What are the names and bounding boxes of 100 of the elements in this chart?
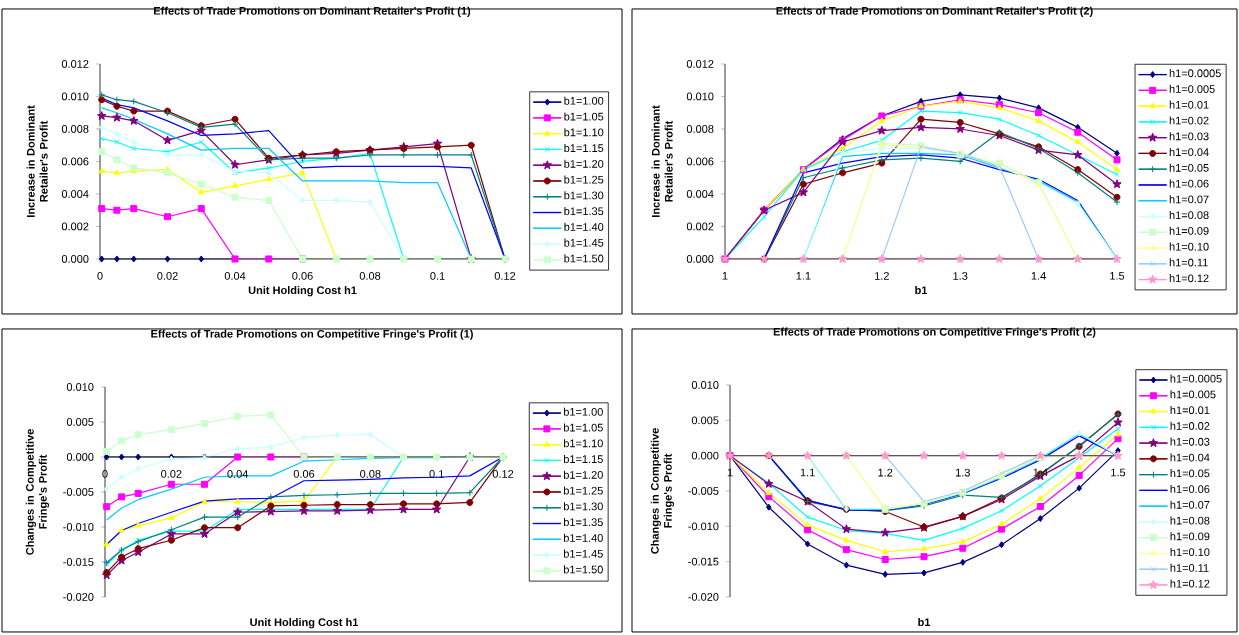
x-tick-label: 1.3 xyxy=(955,468,970,477)
legend-label: h1=0.06 xyxy=(1169,179,1209,188)
legend-label: h1=0.04 xyxy=(1169,147,1209,156)
x-tick-label: 0.06 xyxy=(292,272,313,280)
x-tick-label: 0.12 xyxy=(494,272,516,280)
legend-label: b1=1.15 xyxy=(564,143,604,153)
x-axis-title: b1 xyxy=(918,618,931,627)
y-tick-label: -0.020 xyxy=(63,593,94,601)
y-tick-label: 0.010 xyxy=(61,92,89,101)
y-tick-label: 0.012 xyxy=(686,60,714,68)
legend-label: h1=0.07 xyxy=(1169,195,1209,204)
legend-label: h1=0.04 xyxy=(1170,453,1210,462)
chart-title: Effects of Trade Promotions on Competitive Fringe's Profit (2) xyxy=(773,327,1096,338)
legend-label: h1=0.02 xyxy=(1170,421,1210,430)
y-tick-label: 0.008 xyxy=(61,125,89,133)
y-tick-label: 0.005 xyxy=(66,418,94,426)
y-tick-label: -0.015 xyxy=(688,557,719,566)
legend-label: h1=0.12 xyxy=(1170,579,1210,588)
y-tick-label: 0.010 xyxy=(691,381,719,389)
y-tick-label: 0.006 xyxy=(61,157,89,166)
x-tick-label: 0 xyxy=(97,272,103,280)
y-tick-label: 0.010 xyxy=(686,92,714,101)
legend-label: h1=0.11 xyxy=(1170,563,1209,572)
y-axis-title: Increase in Dominant Retailer's Profit xyxy=(651,105,673,217)
y-tick-label: -0.010 xyxy=(688,522,719,531)
legend-label: b1=1.45 xyxy=(564,238,604,247)
legend-label: b1=1.35 xyxy=(564,207,604,216)
legend-label: b1=1.40 xyxy=(564,222,604,231)
legend-label: b1=1.05 xyxy=(564,112,604,121)
legend-label: h1=0.005 xyxy=(1170,390,1216,399)
x-tick-label: 1.1 xyxy=(800,468,815,477)
x-tick-label: 1 xyxy=(727,468,733,477)
legend-label: h1=0.03 xyxy=(1169,132,1209,141)
x-tick-label: 0 xyxy=(102,470,108,478)
legend-label: h1=0.005 xyxy=(1169,84,1215,93)
y-axis-title: Changes in Competitive Fringe's Profit xyxy=(25,429,50,555)
x-tick-label: 0.06 xyxy=(293,470,315,478)
x-tick-label: 0.08 xyxy=(359,272,381,280)
x-tick-label: 0.02 xyxy=(161,470,182,478)
y-tick-label: -0.020 xyxy=(688,593,719,601)
y-tick-label: -0.005 xyxy=(688,487,719,495)
legend-label: b1=1.30 xyxy=(564,191,604,200)
y-tick-label: 0.002 xyxy=(61,222,89,231)
y-axis-title: Changes in Competitive Fringe's Profit xyxy=(650,428,674,554)
legend-label: h1=0.08 xyxy=(1170,516,1210,525)
legend-label: b1=1.00 xyxy=(564,96,604,105)
y-tick-label: 0.010 xyxy=(66,383,94,391)
legend-label: h1=0.12 xyxy=(1169,274,1209,283)
x-tick-label: 0.1 xyxy=(430,272,445,280)
x-tick-label: 1 xyxy=(722,272,728,280)
chart-title: Effects of Trade Promotions on Competitive Fringe's Profit (1) xyxy=(151,329,473,340)
y-tick-label: 0.005 xyxy=(691,416,719,425)
x-tick-label: 1.5 xyxy=(1111,468,1126,477)
y-tick-label: 0.000 xyxy=(66,453,94,461)
legend-label: h1=0.01 xyxy=(1169,100,1209,109)
legend-label: h1=0.11 xyxy=(1169,258,1208,267)
y-tick-label: -0.015 xyxy=(63,558,94,566)
legend-label: b1=1.40 xyxy=(563,533,603,542)
chart-title: Effects of Trade Promotions on Dominant Retailer's Profit (2) xyxy=(776,6,1093,17)
y-tick-label: 0.012 xyxy=(61,60,89,68)
x-tick-label: 1.2 xyxy=(878,468,893,477)
x-tick-label: 1.3 xyxy=(953,272,968,280)
legend-label: b1=1.50 xyxy=(564,254,604,263)
legend-label: b1=1.35 xyxy=(563,518,603,527)
legend-label: h1=0.05 xyxy=(1170,469,1210,478)
legend-label: b1=1.10 xyxy=(564,128,604,137)
y-tick-label: 0.000 xyxy=(61,255,89,263)
y-axis-title: Increase in Dominant Retailer's Profit xyxy=(26,105,48,217)
x-tick-label: 1.4 xyxy=(1031,272,1046,280)
legend-label: h1=0.09 xyxy=(1169,226,1209,235)
legend-label: h1=0.10 xyxy=(1169,242,1209,251)
legend-label: b1=1.25 xyxy=(563,486,603,495)
legend-label: h1=0.05 xyxy=(1169,163,1209,172)
legend-label: b1=1.15 xyxy=(563,454,603,464)
y-tick-label: 0.006 xyxy=(686,157,714,166)
legend-label: b1=1.10 xyxy=(563,439,603,448)
x-tick-label: 1.1 xyxy=(796,272,811,280)
x-tick-label: 0.12 xyxy=(492,470,514,478)
legend-label: b1=1.00 xyxy=(563,407,603,416)
x-tick-label: 0.02 xyxy=(157,272,178,280)
x-tick-label: 0.04 xyxy=(224,272,246,280)
y-tick-label: 0.000 xyxy=(686,255,714,263)
legend-label: h1=0.0005 xyxy=(1170,374,1222,383)
y-tick-label: -0.010 xyxy=(63,523,94,531)
y-tick-label: 0.002 xyxy=(686,222,714,231)
legend-label: b1=1.30 xyxy=(563,502,603,511)
legend-label: b1=1.20 xyxy=(564,159,604,168)
legend-label: b1=1.50 xyxy=(563,565,603,574)
x-axis-title: Unit Holding Cost h1 xyxy=(250,618,359,629)
x-axis-title: b1 xyxy=(915,286,928,295)
legend-label: h1=0.01 xyxy=(1170,406,1210,415)
y-tick-label: 0.004 xyxy=(686,190,714,198)
legend-label: b1=1.20 xyxy=(563,470,603,479)
legend-label: h1=0.06 xyxy=(1170,484,1210,493)
legend-label: h1=0.07 xyxy=(1170,500,1210,509)
x-tick-label: 0.1 xyxy=(429,470,444,478)
legend-label: h1=0.02 xyxy=(1169,116,1209,125)
legend-label: b1=1.25 xyxy=(564,175,604,184)
y-tick-label: -0.005 xyxy=(63,488,94,496)
legend-label: h1=0.09 xyxy=(1170,532,1210,541)
